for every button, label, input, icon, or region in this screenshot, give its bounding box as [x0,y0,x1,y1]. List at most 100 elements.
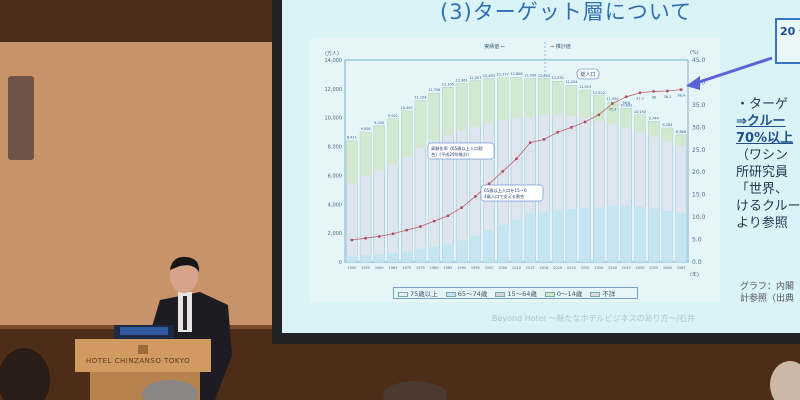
annotation-support: 65歳以上人口を15～6 [484,187,527,193]
aging-rate-point [666,89,669,93]
slide-title: (3)ターゲット層について [440,0,693,24]
aging-rate-point [487,182,491,186]
bar-segment-0-14 [497,77,509,120]
x-tick-label: 1975 [416,266,425,270]
aging-rate-point [446,214,450,218]
left-tick-label: 12,000 [325,87,343,93]
bar-segment-65plus [442,244,454,262]
bar-value-label: 11,706 [428,88,440,92]
aging-rate-label: 37.7 [636,97,644,101]
bar-segment-0-14 [414,100,426,149]
bar-value-label: 12,806 [510,72,522,76]
callout-box: 20 化 [775,18,800,64]
right-tick-label: 10.0 [692,214,706,221]
aging-rate-point [460,206,464,210]
podium-logo-text: HOTEL CHINZANSO TOKYO [86,357,191,365]
x-tick-label: 1955 [361,266,370,270]
x-tick-label: 1995 [471,266,480,270]
aging-rate-point [611,102,614,105]
aging-rate-point [638,91,642,95]
legend-label: 15～64歳 [507,290,537,298]
legend-label: 65～74歳 [457,290,488,298]
aging-rate-point [432,219,436,223]
bar-segment-0-14 [552,81,564,115]
bar-segment-0-14 [456,83,468,131]
legend-item: 不詳 [590,288,615,298]
bar-segment-0-14 [607,101,619,125]
bar-value-label: 9,921 [388,114,398,118]
bar-value-label: 11,913 [579,85,591,89]
x-tick-label: 2010 [512,266,521,270]
bullet-line: 「世界、 [736,182,789,197]
bullet-line: 所研究員 [736,165,789,180]
aging-rate-point [364,236,367,240]
legend-label: 75歳以上 [410,290,438,298]
bar-segment-0-14 [511,77,522,118]
aging-rate-point [350,238,354,242]
x-tick-label: 1950 [347,266,356,270]
aging-rate-point [515,157,518,161]
caption-line: 計参照（出典 [740,294,795,304]
callout-total [576,68,600,80]
bar-value-label: 11,194 [414,95,427,99]
x-tick-label: 1980 [430,266,439,270]
bar-value-label: 9,430 [374,121,384,125]
annotation-support-2: 4歳人口で支える割合 [484,193,525,200]
bullet-line: より参照 [736,216,788,231]
audience-head [0,348,50,400]
slide-footer: Beyond Hotel ～新たなホテルビジネスのあり方～/石井 [492,314,696,323]
aging-rate-label: 35.3 [609,108,617,112]
bullet-line: （ワシン [736,148,789,163]
bar-segment-0-14 [428,93,440,142]
left-tick-label: 6,000 [328,173,342,179]
bar-value-label: 12,557 [469,76,481,80]
bar-segment-0-14 [648,121,660,137]
bar-segment-65plus [401,251,413,262]
x-tick-label: 2055 [649,266,658,270]
bar-segment-0-14 [469,80,481,127]
bar-segment-0-14 [442,87,454,136]
left-tick-label: 4,000 [328,202,342,208]
bar-segment-65plus [538,212,550,262]
right-axis-unit: (%) [690,50,699,56]
caption-line: グラフ：内閣 [740,282,795,292]
right-tick-label: 30.0 [692,124,706,131]
x-tick-label: 2035 [594,266,603,270]
bar-segment-0-14 [538,78,550,115]
x-tick-label: 2025 [567,266,576,270]
bar-value-label: 12,532 [552,76,564,80]
bar-segment-65plus [373,254,385,262]
bar-value-label: 12,105 [442,82,454,86]
bullet-text: ・ターゲ ⇒クルー 70%以上 （ワシン 所研究員 「世界、 けるクルー より参… [736,96,800,232]
bar-value-label: 8,411 [347,136,357,140]
bar-segment-65plus [524,213,536,262]
bar-segment-0-14 [373,125,385,171]
aging-rate-point [556,130,560,134]
aging-rate-point [419,225,422,228]
aging-rate-point [624,95,628,99]
aging-rate-point [597,113,601,117]
bar-segment-65plus [607,205,619,262]
x-tick-label: 2065 [677,266,686,270]
chart-legend: 75歳以上 65～74歳 15～64歳 0～14歳 不詳 [393,287,638,299]
left-tick-label: 10,000 [325,116,343,122]
aging-rate-point [583,120,587,124]
left-axis-unit: (万人) [325,51,339,57]
bar-value-label: 11,522 [593,91,605,95]
bar-value-label: 12,777 [497,73,509,77]
bar-segment-0-14 [661,128,673,142]
bar-segment-0-14 [401,110,413,158]
right-tick-label: 25.0 [692,147,706,154]
bullet-line: 70%以上 [736,131,794,146]
bar-segment-0-14 [346,140,358,184]
x-tick-label: 2060 [663,266,672,270]
bar-segment-65plus [497,224,509,262]
legend-item: 65～74歳 [445,288,488,298]
left-tick-label: 8,000 [328,145,342,151]
bar-value-label: 9,284 [662,123,673,127]
aging-rate-point [377,235,381,238]
bar-segment-0-14 [620,108,632,129]
aging-rate-point [473,195,477,198]
left-tick-label: 0 [339,260,342,266]
wall-speaker [8,76,34,160]
